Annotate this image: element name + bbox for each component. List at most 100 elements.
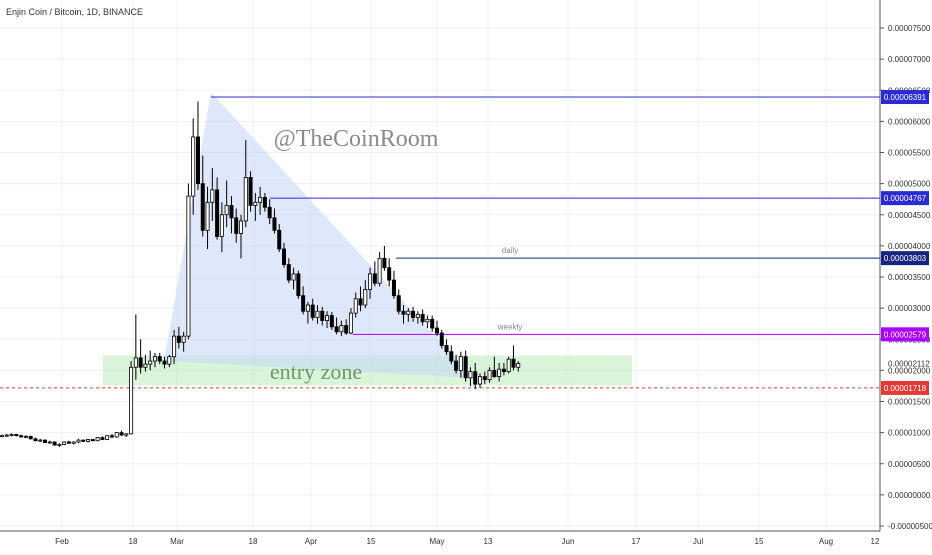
candle-bullish — [0, 435, 4, 438]
candle-bullish — [348, 312, 353, 334]
candle-bearish — [14, 434, 19, 437]
candle-bearish — [430, 318, 435, 329]
candle-bearish — [229, 205, 234, 219]
candle-bullish — [315, 310, 320, 318]
level-tag-bg — [881, 327, 929, 342]
candle-bullish — [143, 363, 148, 368]
x-tick-label: 17 — [632, 537, 641, 546]
candle-bearish — [277, 229, 282, 250]
candle-bearish — [320, 310, 325, 321]
candle-bearish — [387, 267, 392, 281]
candle-bearish — [382, 257, 387, 269]
y-tick-label: 0.00002000 — [888, 366, 931, 375]
candle-bearish — [43, 439, 48, 443]
candle-bullish — [339, 325, 344, 333]
candle-bearish — [449, 351, 454, 362]
candle-bearish — [329, 315, 334, 328]
candle-bullish — [4, 434, 9, 437]
x-tick-label: 15 — [755, 537, 764, 546]
candle-bearish — [157, 356, 162, 362]
candle-bearish — [195, 136, 200, 185]
candle-bearish — [439, 332, 444, 346]
grid — [0, 0, 880, 531]
candle-bearish — [138, 357, 143, 368]
level-tag-label: 0.00002579 — [884, 330, 927, 339]
y-tick-label: 0.00007500 — [888, 24, 931, 33]
candle-bullish — [497, 368, 502, 378]
candle-bearish — [511, 358, 516, 368]
candle-bullish — [181, 335, 186, 343]
candle-bearish — [267, 206, 272, 219]
candle-bearish — [19, 435, 24, 438]
candle-bearish — [344, 325, 349, 334]
candle-bullish — [95, 437, 100, 442]
candle-bullish — [9, 434, 14, 436]
level-note: weekly — [497, 322, 522, 331]
candle-bullish — [167, 356, 172, 365]
candle-bullish — [210, 189, 215, 203]
candle-bullish — [186, 195, 191, 337]
chart-title: Enjin Coin / Bitcoin, 1D, BINANCE — [6, 7, 143, 17]
level-tag-bg — [881, 90, 929, 105]
candle-bullish — [368, 273, 373, 290]
triangle-pattern — [164, 92, 474, 378]
time-axis: Feb 18 Mar 18 Apr 15 May 13 Jun 17 Jul 15 Aug 12 — [55, 537, 880, 546]
candle-bullish — [86, 439, 91, 442]
candle-bearish — [334, 326, 339, 333]
candle-bullish — [477, 376, 482, 385]
y-tick-label: 0.00004000 — [888, 242, 931, 251]
y-tick-label: 0.00001500 — [888, 398, 931, 407]
x-tick-label: Aug — [819, 537, 833, 546]
candle-bullish — [71, 441, 76, 444]
candle-bullish — [468, 371, 473, 379]
x-tick-label: Jul — [693, 537, 703, 546]
candle-bearish — [434, 327, 439, 334]
candle-bearish — [286, 264, 291, 281]
candle-bearish — [411, 310, 416, 318]
candle-bearish — [296, 273, 301, 297]
candle-bullish — [487, 369, 492, 381]
candle-bearish — [444, 345, 449, 353]
candle-bullish — [353, 298, 358, 314]
candle-bullish — [38, 439, 43, 442]
level-note: daily — [502, 246, 518, 255]
candle-bearish — [372, 273, 377, 284]
x-tick-label: 18 — [249, 537, 258, 546]
level-tags: 0.00006391 0.00004767 0.00003803 0.00002579… — [881, 90, 930, 395]
candle-bullish — [219, 214, 224, 237]
x-tick-label: Jun — [562, 537, 575, 546]
candle-bearish — [396, 295, 401, 312]
candle-bullish — [363, 289, 368, 306]
candle-bullish — [253, 201, 258, 206]
candle-bullish — [506, 358, 511, 373]
x-tick-label: 18 — [129, 537, 138, 546]
candle-bullish — [415, 313, 420, 318]
x-tick-label: May — [429, 537, 444, 546]
candle-bearish — [272, 217, 277, 231]
candle-bullish — [148, 360, 153, 365]
watermark-text: @TheCoinRoom — [274, 126, 439, 152]
y-tick-label: 0.00006000 — [888, 117, 931, 126]
candle-bearish — [282, 248, 287, 265]
y-tick-label: 0.00000000 — [888, 491, 931, 500]
candle-bearish — [262, 196, 267, 208]
level-tag-label: 0.00003803 — [884, 254, 927, 263]
candle-bearish — [33, 438, 38, 442]
current-price-label: 0.00002112 — [888, 359, 930, 368]
candle-bearish — [492, 369, 497, 377]
candle-bullish — [406, 310, 411, 315]
candle-bearish — [162, 360, 167, 365]
candle-bullish — [47, 441, 52, 444]
candle-bullish — [224, 205, 229, 216]
candle-bearish — [420, 313, 425, 323]
y-tick-label: 0.00005500 — [888, 149, 931, 158]
level-tag-label: 0.00006391 — [884, 93, 927, 102]
candle-bullish — [243, 176, 248, 222]
x-tick-label: Apr — [305, 537, 318, 546]
candle-bearish — [215, 189, 220, 237]
level-tag-bg — [881, 251, 929, 266]
candle-bearish — [200, 183, 205, 231]
x-tick-label: Feb — [55, 537, 69, 546]
candle-bearish — [234, 217, 239, 234]
